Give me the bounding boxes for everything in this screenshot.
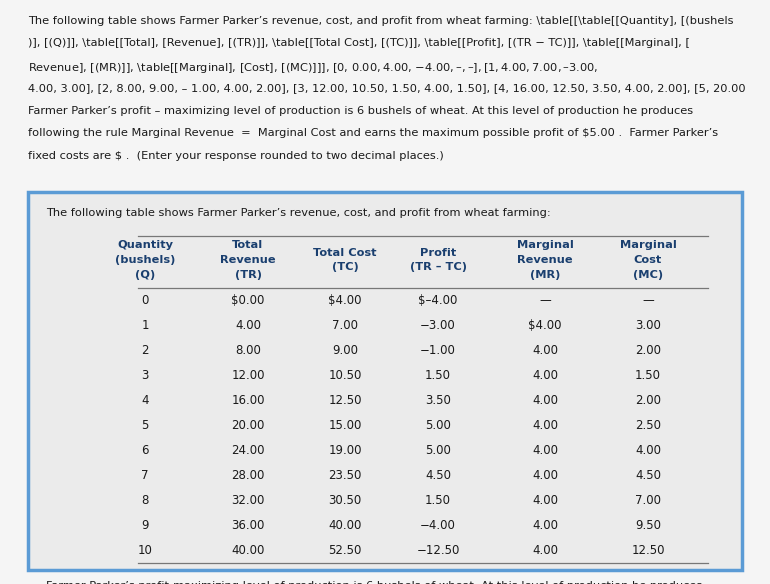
Text: 7.00: 7.00 (635, 494, 661, 507)
Text: 1: 1 (141, 319, 149, 332)
Text: 4.00: 4.00 (532, 369, 558, 382)
Text: −12.50: −12.50 (417, 544, 460, 557)
Text: —: — (539, 294, 551, 307)
Text: $–4.00: $–4.00 (418, 294, 457, 307)
Text: $4.00: $4.00 (328, 294, 362, 307)
Text: 3.50: 3.50 (425, 394, 451, 407)
Text: Total Cost: Total Cost (313, 248, 377, 258)
Text: 4.00: 4.00 (532, 469, 558, 482)
Text: 32.00: 32.00 (231, 494, 265, 507)
Text: 8: 8 (142, 494, 149, 507)
Text: 2.00: 2.00 (635, 394, 661, 407)
Text: (TR): (TR) (235, 269, 262, 280)
Text: 16.00: 16.00 (231, 394, 265, 407)
Text: Profit: Profit (420, 248, 456, 258)
Text: −4.00: −4.00 (420, 519, 456, 532)
Text: 0: 0 (142, 294, 149, 307)
Text: Revenue: Revenue (517, 255, 573, 265)
Text: 4.00: 4.00 (235, 319, 261, 332)
Text: 7.00: 7.00 (332, 319, 358, 332)
Text: 24.00: 24.00 (231, 444, 265, 457)
Text: 1.50: 1.50 (425, 369, 451, 382)
Text: 8.00: 8.00 (235, 344, 261, 357)
Text: 30.50: 30.50 (328, 494, 362, 507)
Text: 9: 9 (141, 519, 149, 532)
Text: Marginal: Marginal (517, 241, 574, 251)
Text: (TR – TC): (TR – TC) (410, 262, 467, 272)
Text: 23.50: 23.50 (328, 469, 362, 482)
Text: (MR): (MR) (530, 269, 561, 280)
Text: 19.00: 19.00 (328, 444, 362, 457)
Text: 9.50: 9.50 (635, 519, 661, 532)
Text: $0.00: $0.00 (231, 294, 265, 307)
Text: )], [(Q)]], \table[[Total], [Revenue], [(TR)]], \table[[Total Cost], [(TC)]], \t: )], [(Q)]], \table[[Total], [Revenue], [… (28, 39, 690, 48)
Text: Revenue], [(MR)]], \table[[Marginal], [Cost], [(MC)]]], [0, $0.00, $4.00, $-4.00: Revenue], [(MR)]], \table[[Marginal], [C… (28, 61, 598, 75)
Text: 3: 3 (142, 369, 149, 382)
Text: 20.00: 20.00 (231, 419, 265, 432)
Text: 5.00: 5.00 (425, 444, 451, 457)
Text: The following table shows Farmer Parker’s revenue, cost, and profit from wheat f: The following table shows Farmer Parker’… (46, 208, 551, 218)
Text: 12.50: 12.50 (631, 544, 665, 557)
Text: 12.00: 12.00 (231, 369, 265, 382)
Text: Total: Total (233, 241, 263, 251)
Text: 5: 5 (142, 419, 149, 432)
Text: −1.00: −1.00 (420, 344, 456, 357)
Text: 4.00: 4.00 (532, 419, 558, 432)
Text: 52.50: 52.50 (328, 544, 362, 557)
Text: 4.50: 4.50 (635, 469, 661, 482)
Text: Farmer Parker’s profit – maximizing level of production is 6 bushels of wheat. A: Farmer Parker’s profit – maximizing leve… (28, 106, 693, 116)
Text: 1.50: 1.50 (425, 494, 451, 507)
Text: $4.00: $4.00 (528, 319, 562, 332)
Text: —: — (642, 294, 654, 307)
Text: 4.00: 4.00 (532, 394, 558, 407)
Text: 6: 6 (141, 444, 149, 457)
Text: Cost: Cost (634, 255, 662, 265)
Text: 4.00: 4.00 (635, 444, 661, 457)
Text: −3.00: −3.00 (420, 319, 456, 332)
Text: 4.00: 4.00 (532, 519, 558, 532)
Text: 10: 10 (138, 544, 152, 557)
Text: 4.00: 4.00 (532, 344, 558, 357)
Text: 5.00: 5.00 (425, 419, 451, 432)
Text: 9.00: 9.00 (332, 344, 358, 357)
Text: 4.00, 3.00], [2, 8.00, 9.00, – 1.00, 4.00, 2.00], [3, 12.00, 10.50, 1.50, 4.00, : 4.00, 3.00], [2, 8.00, 9.00, – 1.00, 4.0… (28, 84, 745, 93)
Text: 36.00: 36.00 (231, 519, 265, 532)
Text: Farmer Parker’s profit-maximizing level of production is 6 bushels of wheat. At : Farmer Parker’s profit-maximizing level … (46, 581, 702, 584)
Text: (MC): (MC) (633, 269, 663, 280)
Text: 4.00: 4.00 (532, 544, 558, 557)
Text: The following table shows Farmer Parker’s revenue, cost, and profit from wheat f: The following table shows Farmer Parker’… (28, 16, 734, 26)
Text: 40.00: 40.00 (328, 519, 362, 532)
Text: 2.00: 2.00 (635, 344, 661, 357)
Text: (bushels): (bushels) (115, 255, 176, 265)
Text: 4.00: 4.00 (532, 494, 558, 507)
Text: 3.00: 3.00 (635, 319, 661, 332)
Text: 4.00: 4.00 (532, 444, 558, 457)
Text: 28.00: 28.00 (231, 469, 265, 482)
Text: 7: 7 (141, 469, 149, 482)
Text: 2.50: 2.50 (635, 419, 661, 432)
Text: fixed costs are $ .  (Enter your response rounded to two decimal places.): fixed costs are $ . (Enter your response… (28, 151, 444, 161)
Text: 10.50: 10.50 (328, 369, 362, 382)
Text: 2: 2 (141, 344, 149, 357)
Text: following the rule Marginal Revenue  =  Marginal Cost and earns the maximum poss: following the rule Marginal Revenue = Ma… (28, 128, 718, 138)
Text: (Q): (Q) (135, 269, 155, 280)
Text: (TC): (TC) (332, 262, 358, 272)
Text: 12.50: 12.50 (328, 394, 362, 407)
Text: Revenue: Revenue (220, 255, 276, 265)
Text: 40.00: 40.00 (231, 544, 265, 557)
Text: 15.00: 15.00 (328, 419, 362, 432)
Text: 4: 4 (141, 394, 149, 407)
FancyBboxPatch shape (28, 192, 742, 570)
Text: 1.50: 1.50 (635, 369, 661, 382)
Text: Quantity: Quantity (117, 241, 173, 251)
Text: Marginal: Marginal (620, 241, 676, 251)
Text: 4.50: 4.50 (425, 469, 451, 482)
